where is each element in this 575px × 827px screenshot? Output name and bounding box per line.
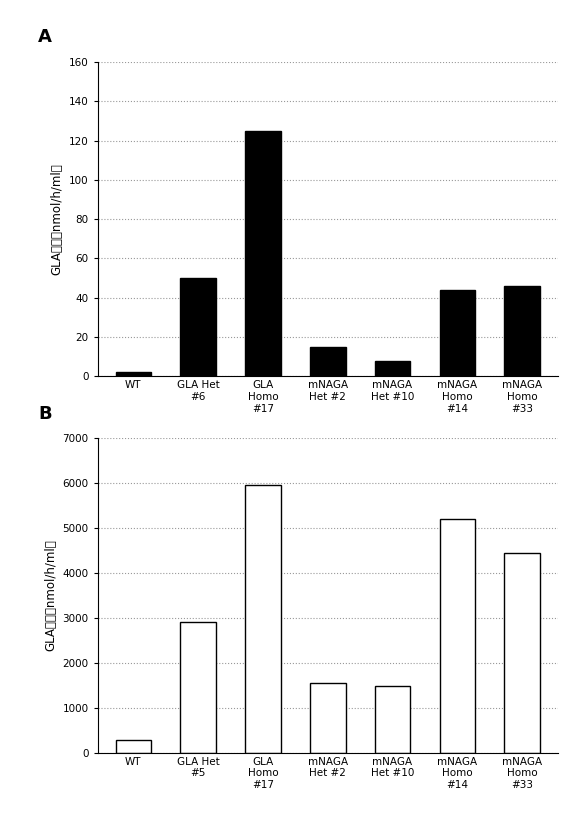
Text: B: B [38,404,52,423]
Y-axis label: GLA活性（nmol/h/ml）: GLA活性（nmol/h/ml） [51,163,63,275]
Bar [504,552,540,753]
Text: A: A [38,28,52,46]
Bar [310,683,346,753]
Bar [181,623,216,753]
Bar [181,278,216,376]
Bar [245,485,281,753]
Bar [245,131,281,376]
Y-axis label: GLA活性（nmol/h/ml）: GLA活性（nmol/h/ml） [44,539,57,652]
Bar [375,361,411,376]
Bar [375,686,411,753]
Bar [310,347,346,376]
Bar [116,740,151,753]
Bar [439,519,475,753]
Bar [439,289,475,376]
Bar [504,286,540,376]
Bar [116,372,151,376]
